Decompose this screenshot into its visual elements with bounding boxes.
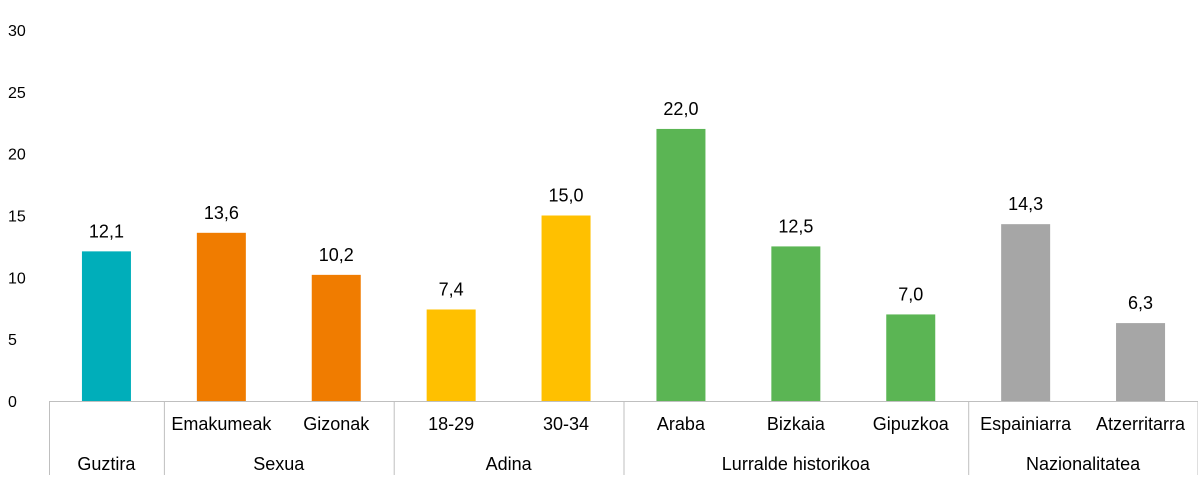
data-label: 15,0 xyxy=(549,186,584,206)
data-label: 6,3 xyxy=(1128,293,1153,313)
y-tick-label: 0 xyxy=(8,394,17,411)
category-label: Espainiarra xyxy=(980,414,1072,434)
data-label: 13,6 xyxy=(204,203,239,223)
bar xyxy=(886,314,936,401)
y-tick-label: 5 xyxy=(8,332,17,349)
bar xyxy=(541,215,591,401)
data-label: 12,1 xyxy=(89,221,124,241)
bar xyxy=(311,274,361,401)
bar xyxy=(426,309,476,401)
y-tick-label: 10 xyxy=(8,270,26,287)
x-axis: Guztira Sexua Emakumeak Gizonak Adina 18-29 30… xyxy=(49,401,1198,475)
category-label: Atzerritarra xyxy=(1096,414,1186,434)
bar xyxy=(196,232,246,401)
y-axis: 0 5 10 15 20 25 30 xyxy=(8,23,26,411)
bar xyxy=(656,128,706,401)
group-label: Adina xyxy=(486,454,533,474)
data-label: 7,0 xyxy=(898,284,923,304)
category-label: Gizonak xyxy=(303,414,370,434)
group-label: Lurralde historikoa xyxy=(722,454,871,474)
category-label: 30-34 xyxy=(543,414,589,434)
bar xyxy=(1116,323,1166,401)
data-labels: 12,1 13,6 10,2 7,4 15,0 22,0 12,5 7,0 14,3 6,3 xyxy=(89,99,1153,313)
group-label: Sexua xyxy=(253,454,305,474)
group-label: Nazionalitatea xyxy=(1026,454,1141,474)
bars xyxy=(81,128,1166,401)
y-tick-label: 25 xyxy=(8,85,26,102)
data-label: 22,0 xyxy=(663,99,698,119)
y-tick-label: 15 xyxy=(8,209,26,226)
data-label: 7,4 xyxy=(439,279,464,299)
category-label: Bizkaia xyxy=(767,414,826,434)
category-label: 18-29 xyxy=(428,414,474,434)
bar xyxy=(1001,224,1051,401)
data-label: 10,2 xyxy=(319,245,354,265)
y-tick-label: 20 xyxy=(8,147,26,164)
group-label: Guztira xyxy=(77,454,136,474)
data-label: 12,5 xyxy=(778,216,813,236)
category-label: Araba xyxy=(657,414,706,434)
y-tick-label: 30 xyxy=(8,23,26,40)
data-label: 14,3 xyxy=(1008,194,1043,214)
bar xyxy=(81,251,131,401)
category-label: Gipuzkoa xyxy=(873,414,950,434)
category-label: Emakumeak xyxy=(171,414,272,434)
bar xyxy=(771,246,821,401)
